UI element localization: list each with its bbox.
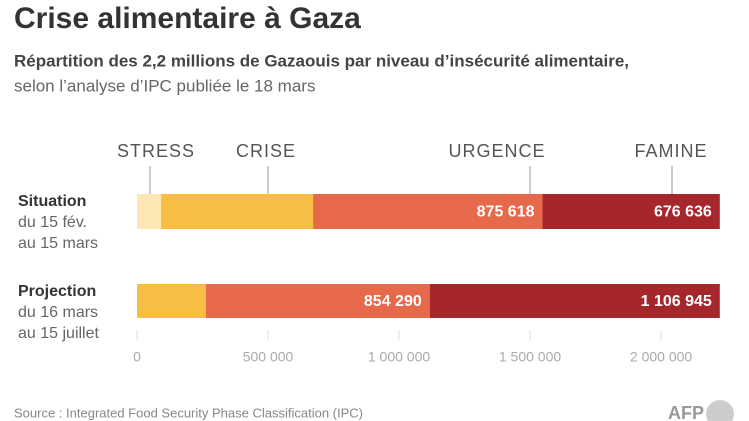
x-tick-label: 500 000: [243, 349, 294, 365]
bar-segment: [137, 194, 162, 229]
value-label: 1 106 945: [641, 293, 712, 310]
value-label: 676 636: [654, 204, 712, 221]
category-sub: au 15 juillet: [18, 325, 100, 342]
bar-segment: [313, 194, 543, 229]
bar-segment: [205, 284, 430, 318]
bar-segment: [161, 194, 314, 229]
bar-segment: [429, 284, 720, 318]
x-tick-label: 1 500 000: [499, 349, 561, 365]
value-label: 854 290: [364, 293, 422, 310]
legend-label: FAMINE: [634, 141, 707, 161]
logo-circle: [706, 400, 734, 421]
category-sub: du 15 fév.: [18, 214, 87, 231]
x-tick-label: 1 000 000: [368, 349, 430, 365]
bar-segment: [137, 284, 206, 318]
category-sub: au 15 mars: [18, 235, 98, 252]
logo: AFP: [668, 403, 704, 421]
x-tick-label: 2 000 000: [630, 349, 692, 365]
legend-label: CRISE: [236, 141, 296, 161]
source: Source : Integrated Food Security Phase …: [14, 405, 363, 420]
x-tick-label: 0: [133, 349, 141, 365]
legend-label: STRESS: [117, 141, 195, 161]
category-label: Projection: [18, 283, 96, 300]
chart-subtitle: Répartition des 2,2 millions de Gazaouis…: [14, 51, 629, 70]
bar-segment: [542, 194, 720, 229]
category-sub: du 16 mars: [18, 304, 98, 321]
chart-subtitle: selon l’analyse d’IPC publiée le 18 mars: [14, 76, 315, 95]
chart-title: Crise alimentaire à Gaza: [14, 2, 361, 35]
category-label: Situation: [18, 193, 86, 210]
value-label: 875 618: [477, 204, 535, 221]
legend-label: URGENCE: [448, 141, 545, 161]
